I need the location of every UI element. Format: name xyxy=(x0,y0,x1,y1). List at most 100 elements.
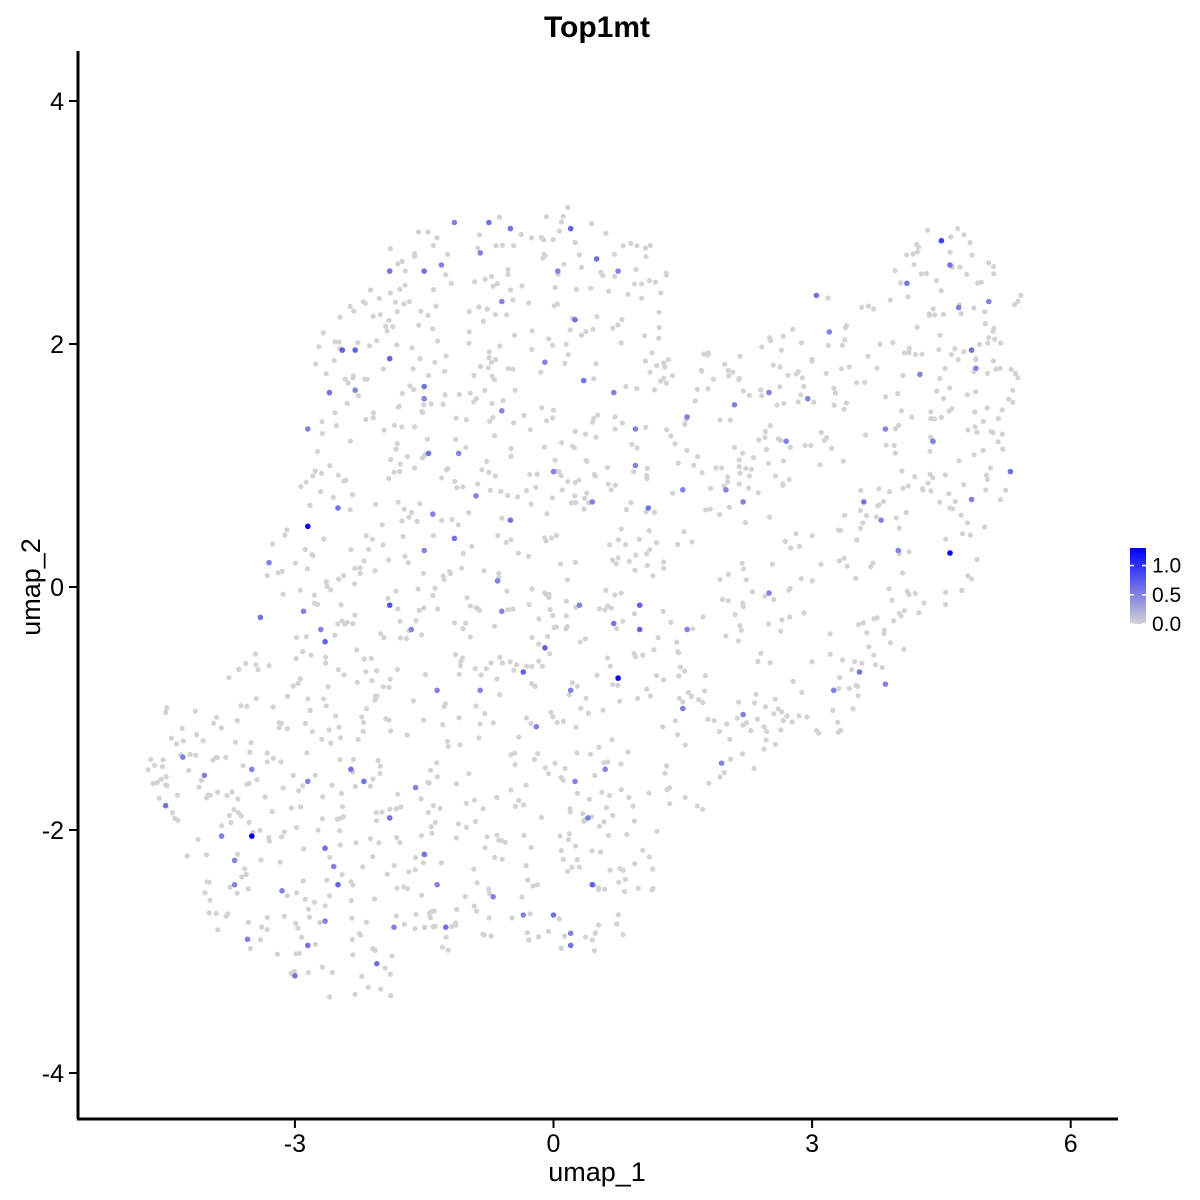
cell-point xyxy=(926,312,933,318)
cell-point xyxy=(583,934,589,940)
cell-point xyxy=(389,953,395,959)
cell-point xyxy=(238,703,244,709)
cell-point xyxy=(421,605,427,611)
cell-point xyxy=(302,720,308,727)
cell-point xyxy=(795,399,801,405)
cell-point xyxy=(305,696,311,702)
cell-point xyxy=(302,546,308,553)
cell-point xyxy=(564,623,570,630)
cell-point xyxy=(965,573,971,579)
cell-point xyxy=(561,933,568,939)
cell-point xyxy=(486,349,492,355)
cell-point xyxy=(958,311,964,317)
cell-point xyxy=(477,363,484,370)
cell-point xyxy=(546,336,552,342)
cell-point xyxy=(937,499,943,505)
cell-point xyxy=(363,533,369,539)
expressing-cell-point xyxy=(201,772,208,779)
cell-point xyxy=(497,692,503,698)
cell-point xyxy=(284,893,290,899)
cell-point xyxy=(366,546,372,552)
cell-point xyxy=(270,755,276,762)
cell-point xyxy=(393,806,399,812)
cell-point xyxy=(243,660,249,667)
cell-point xyxy=(636,536,642,543)
cell-point xyxy=(727,736,733,743)
cell-point xyxy=(342,376,348,382)
cell-point xyxy=(620,932,626,938)
cell-point xyxy=(574,750,580,756)
cell-point xyxy=(827,651,833,657)
expressing-cell-point xyxy=(451,219,458,226)
cell-point xyxy=(600,707,606,713)
expressing-cell-point xyxy=(680,487,686,493)
cell-point xyxy=(898,280,904,286)
cell-point xyxy=(327,463,333,469)
cell-point xyxy=(490,283,496,289)
cell-point xyxy=(399,258,405,264)
cell-point xyxy=(725,367,731,373)
cell-point xyxy=(590,326,596,332)
cell-point xyxy=(536,658,542,664)
cell-point xyxy=(383,323,389,329)
cell-point xyxy=(410,366,416,372)
cell-point xyxy=(612,273,618,279)
expressing-cell-point xyxy=(438,262,445,268)
cell-point xyxy=(801,610,807,616)
cell-point xyxy=(680,699,686,705)
cell-point xyxy=(740,388,746,394)
cell-point xyxy=(751,700,758,706)
cell-point xyxy=(809,533,815,539)
cell-point xyxy=(319,419,325,425)
cell-point xyxy=(593,434,599,440)
cell-point xyxy=(607,542,613,548)
cell-point xyxy=(425,779,431,785)
cell-point xyxy=(730,369,736,375)
cell-point xyxy=(332,339,338,345)
cell-point xyxy=(419,892,425,898)
cell-point xyxy=(690,626,696,632)
cell-point xyxy=(563,613,570,619)
cell-point xyxy=(798,340,805,346)
expressing-cell-point xyxy=(986,298,992,305)
cell-point xyxy=(464,595,470,601)
cell-point xyxy=(576,864,583,870)
cell-point xyxy=(457,742,463,748)
cell-point xyxy=(740,722,746,728)
legend-tick-label: 0.5 xyxy=(1152,584,1181,607)
cell-point xyxy=(558,848,564,854)
cell-point xyxy=(863,432,869,438)
cell-point xyxy=(1015,298,1021,304)
cell-point xyxy=(661,565,667,571)
cell-point xyxy=(402,282,408,288)
cell-point xyxy=(937,375,943,382)
cell-point xyxy=(778,347,784,353)
cell-point xyxy=(404,454,410,460)
cell-point xyxy=(547,651,553,657)
expressing-cell-point xyxy=(180,754,186,760)
cell-point xyxy=(363,416,369,423)
cell-point xyxy=(992,336,998,342)
cell-point xyxy=(494,676,500,682)
cell-point xyxy=(654,363,660,369)
cell-point xyxy=(248,740,254,746)
cell-point xyxy=(335,667,341,673)
cell-point xyxy=(578,264,585,270)
cell-point xyxy=(420,860,426,866)
cell-point xyxy=(386,317,392,323)
cell-point xyxy=(854,380,860,386)
cell-point xyxy=(650,885,656,892)
cell-point xyxy=(476,735,482,741)
cell-point xyxy=(525,877,531,883)
cell-point xyxy=(363,706,370,712)
cell-point xyxy=(524,930,531,936)
cell-point xyxy=(703,507,709,513)
cell-point xyxy=(477,232,483,238)
cell-point xyxy=(973,356,979,362)
cell-point xyxy=(916,244,922,250)
cell-point xyxy=(906,349,912,356)
cell-point xyxy=(395,791,401,797)
cell-point xyxy=(365,984,371,990)
cell-point xyxy=(727,756,734,762)
cell-point xyxy=(653,540,660,546)
